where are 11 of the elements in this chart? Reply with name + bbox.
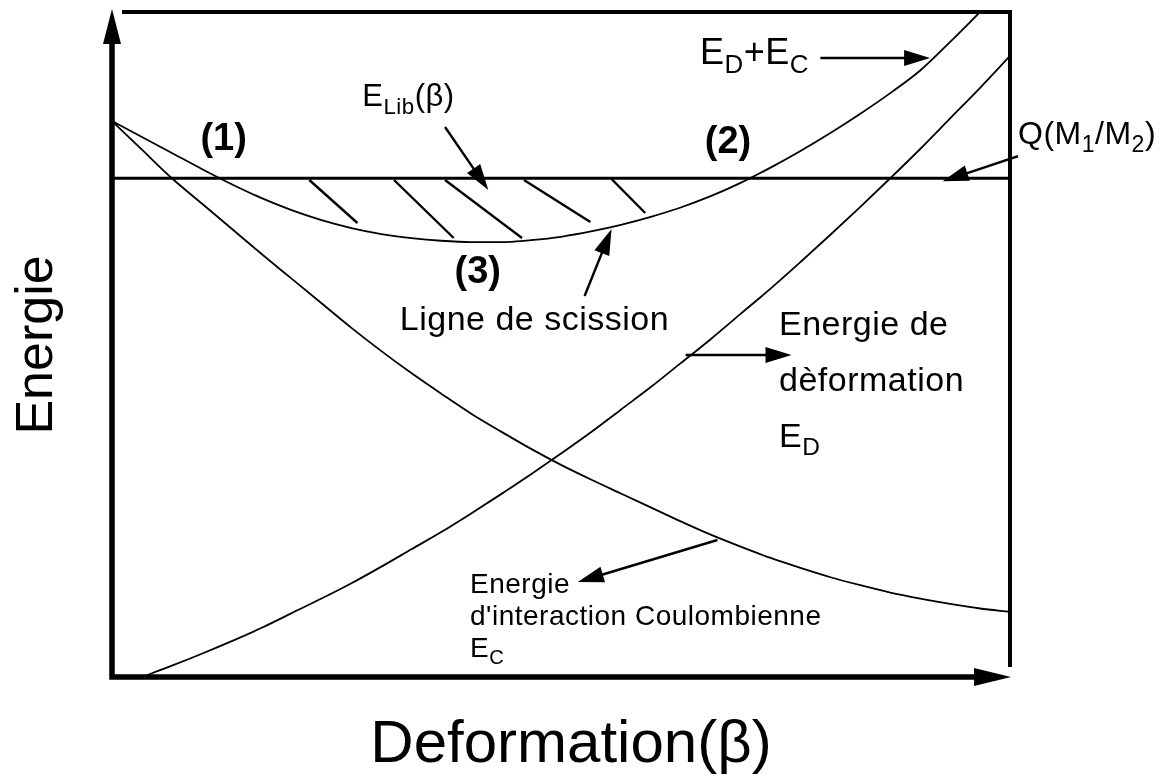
annotation: E$_{D}$+E$_{C}$ bbox=[700, 30, 810, 78]
annotation: (1) bbox=[200, 116, 247, 158]
annotation: Energie de dèformation E$_{D}$ bbox=[779, 303, 965, 460]
ref-line-label: Q(M$_{1}$/M$_{2}$) bbox=[1018, 114, 1157, 157]
annotation: Energie d'interaction Coulombienne E$_{C}$ bbox=[470, 567, 822, 668]
annotation: Ligne de scission bbox=[399, 299, 670, 338]
y-axis-title: Energie bbox=[5, 254, 63, 435]
annotation: (2) bbox=[704, 119, 752, 161]
x-axis-title: Deformation(β) bbox=[370, 708, 772, 775]
annotation: E$_{Lib}$(β) bbox=[362, 78, 455, 119]
annotation: (3) bbox=[454, 249, 501, 291]
